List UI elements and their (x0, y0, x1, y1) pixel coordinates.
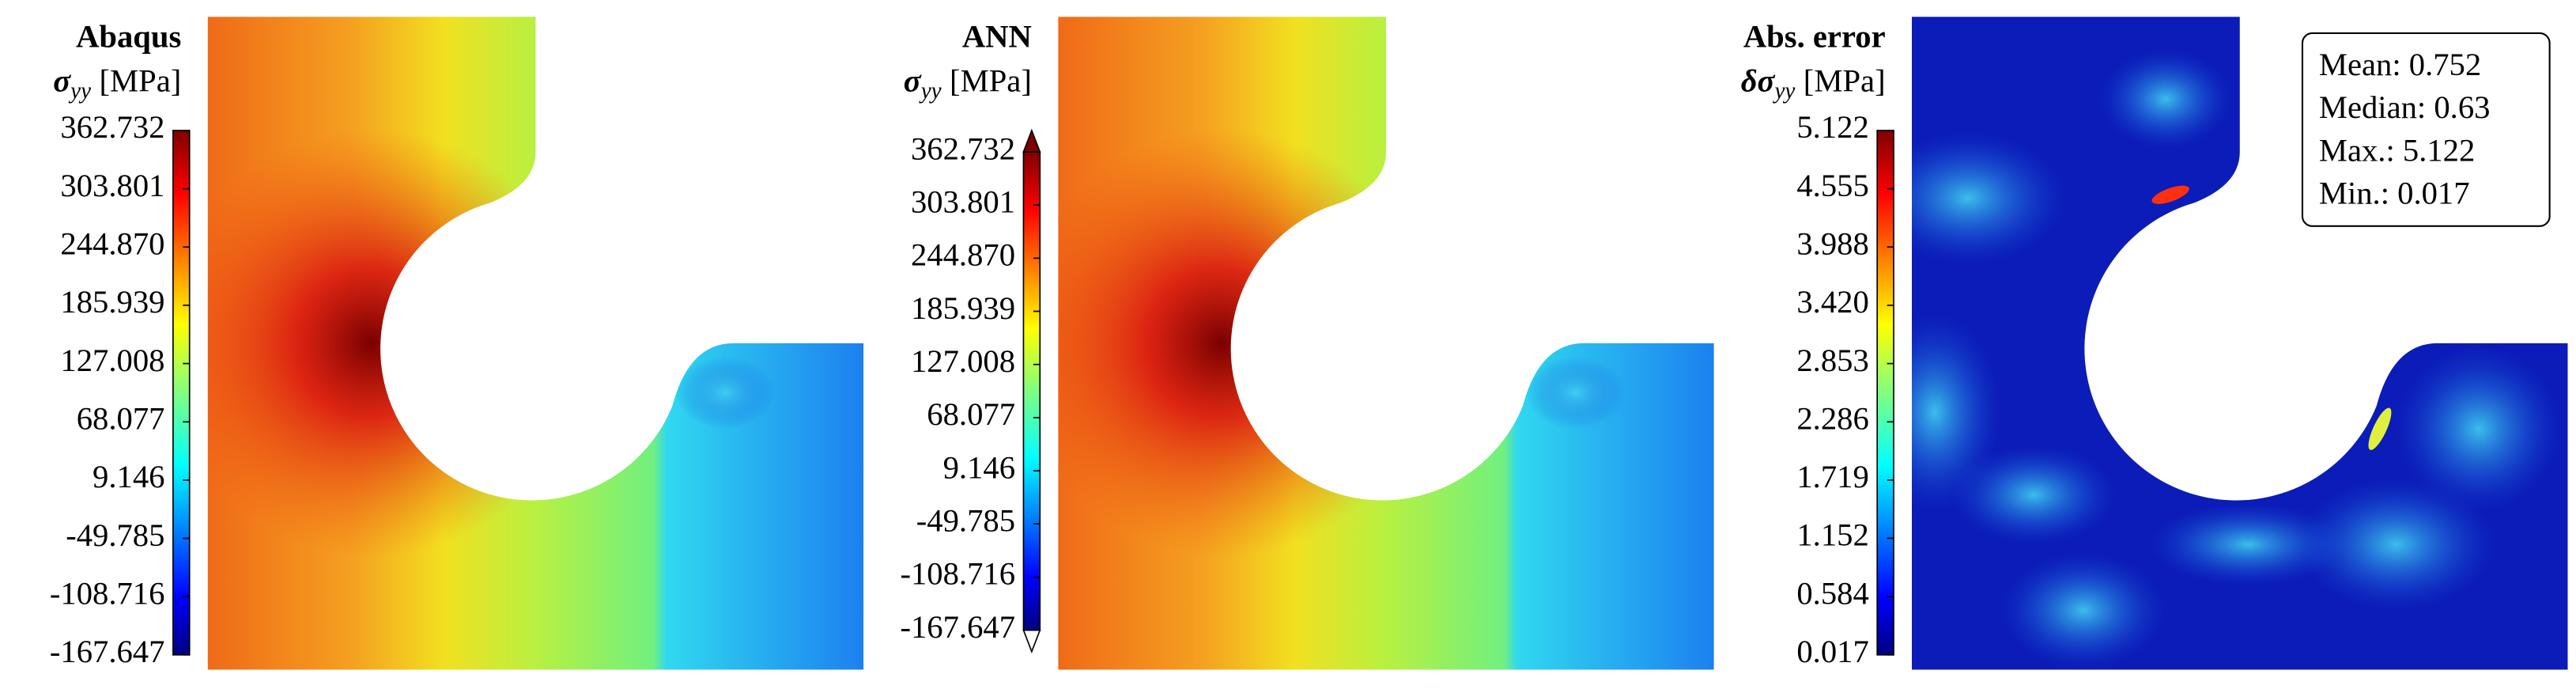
colorbar-tick-label: 127.008 (60, 343, 164, 378)
colorbar (172, 130, 191, 656)
stats-line: Min.: 0.017 (2319, 176, 2470, 211)
stats-line: Max.: 5.122 (2319, 132, 2475, 168)
field-peak (2368, 407, 2392, 450)
label-unit: [MPa] (950, 63, 1032, 99)
panel-title: Abs. error (1743, 19, 1886, 55)
colorbar-label: σyy [MPa] (904, 63, 1032, 104)
label-symbol: σ (53, 63, 71, 99)
colorbar-tick-label: 362.732 (60, 109, 164, 145)
label-symbol: δσ (1741, 63, 1776, 99)
field (1058, 17, 1714, 670)
colorbar-tick-label: -49.785 (916, 503, 1015, 539)
colorbar-tick-label: 362.732 (911, 131, 1015, 166)
colorbar-tick-label: -108.716 (900, 556, 1015, 592)
field-spot (2149, 503, 2347, 586)
colorbar-extend-max (1022, 128, 1041, 153)
field-peak (2151, 185, 2189, 204)
colorbar-tick-label: 0.017 (1796, 634, 1868, 669)
panel-title: Abaqus (76, 19, 181, 55)
colorbar-tick-label: 1.719 (1796, 459, 1868, 494)
stats-line: Median: 0.63 (2319, 89, 2491, 125)
field-spot (2297, 478, 2495, 611)
stats-box (2301, 32, 2551, 227)
colorbar-tick-label: 127.008 (911, 343, 1015, 379)
colorbar (1876, 130, 1894, 656)
colorbar-label: σyy [MPa] (53, 63, 181, 104)
field-spot (1526, 356, 1626, 430)
colorbar-tick-label: 3.988 (1796, 226, 1868, 262)
panel-title: ANN (962, 19, 1032, 55)
colorbar-tick-label: 185.939 (60, 284, 164, 320)
colorbar-tick-label: -167.647 (900, 609, 1015, 645)
colorbar-tick-label: -167.647 (50, 634, 165, 669)
field-spot (1911, 313, 2001, 512)
label-subscript: yy (919, 78, 942, 104)
colorbar-tick-label: -49.785 (66, 517, 164, 553)
colorbar-label: δσyy [MPa] (1741, 63, 1886, 104)
colorbar-tick-label: 244.870 (60, 226, 164, 262)
field-spot (675, 356, 775, 430)
colorbar-tick-label: 303.801 (911, 184, 1015, 220)
colorbar-tick-label: 303.801 (60, 168, 164, 203)
label-unit: [MPa] (99, 63, 181, 99)
colorbar-tick-label: 2.853 (1796, 343, 1868, 378)
colorbar (1022, 151, 1041, 631)
colorbar-tick-label: 68.077 (77, 401, 165, 437)
colorbar-tick-label: 4.555 (1796, 168, 1868, 203)
label-subscript: yy (68, 78, 91, 104)
panel: Abs. error δσyy [MPa] 5.122 4.555 3.988 3.420 2… (1741, 17, 2568, 670)
colorbar-tick-label: 3.420 (1796, 284, 1868, 320)
colorbar-tick-label: 9.146 (943, 449, 1015, 485)
field (207, 17, 864, 670)
colorbar-tick-label: 68.077 (927, 396, 1015, 432)
colorbar-tick-label: 185.939 (911, 290, 1015, 326)
colorbar-tick-label: 0.584 (1796, 575, 1868, 611)
colorbar-tick-label: 5.122 (1796, 109, 1868, 145)
colorbar-tick-label: 1.152 (1796, 517, 1868, 553)
colorbar-tick-label: 2.286 (1796, 401, 1868, 437)
field-spot (2000, 552, 2166, 668)
colorbar-tick-label: 244.870 (911, 237, 1015, 273)
field-spot (1951, 445, 2117, 545)
field-spot (2396, 346, 2562, 512)
colorbar-extend-min (1022, 629, 1041, 653)
label-symbol: σ (904, 63, 922, 99)
panel: ANN σyy [MPa] 362.732 303.801 244.870 185.939 1… (900, 17, 1714, 670)
colorbar-tick-label: 9.146 (93, 459, 164, 494)
stats-line: Mean: 0.752 (2319, 47, 2481, 82)
label-unit: [MPa] (1804, 63, 1886, 99)
colorbar-tick-label: -108.716 (50, 575, 165, 611)
field-hot (207, 17, 864, 670)
field-spot (2099, 49, 2232, 149)
field-spot (1911, 132, 2067, 264)
field (1911, 17, 2568, 670)
field-hot (1058, 17, 1714, 670)
label-subscript: yy (1772, 78, 1795, 104)
